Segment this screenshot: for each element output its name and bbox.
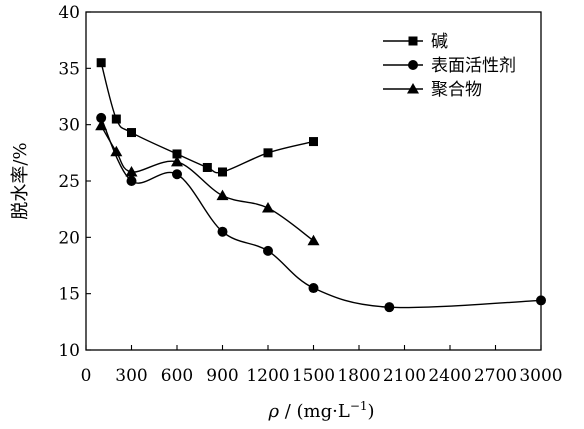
- data-point-surfactant: [263, 245, 273, 256]
- y-tick-label: 20: [58, 228, 80, 248]
- x-tick-label: 1200: [246, 366, 289, 386]
- series-layer: [95, 58, 546, 313]
- x-tick-label: 1500: [292, 366, 335, 386]
- data-point-alkali: [111, 114, 121, 124]
- y-tick-label: 40: [58, 3, 80, 23]
- x-tick-label: 600: [161, 366, 193, 386]
- x-axis-label-close: ): [368, 401, 375, 422]
- y-tick-label: 35: [58, 59, 80, 79]
- series-line-surfactant: [100, 117, 542, 309]
- data-point-polymer: [307, 234, 320, 246]
- axes-layer: 10 15 20 25 30 35 40 0 300 600 900 1200 1500 1800 2100…: [58, 3, 562, 386]
- x-tick-label: 2400: [428, 366, 471, 386]
- x-tick-label: 900: [206, 366, 238, 386]
- data-point-polymer: [262, 202, 274, 213]
- data-point-polymer: [95, 119, 108, 131]
- data-point-alkali: [127, 128, 136, 138]
- series-alkali: [96, 58, 318, 177]
- data-point-surfactant: [308, 283, 319, 294]
- legend-label-polymer: 聚合物: [431, 80, 482, 100]
- x-axis-label: ρ / (mg·L−1): [267, 399, 374, 422]
- data-point-alkali: [309, 137, 318, 147]
- y-tick-label: 30: [58, 116, 80, 136]
- data-point-alkali: [218, 167, 227, 177]
- data-point-surfactant: [126, 176, 137, 186]
- data-point-surfactant: [536, 295, 546, 306]
- x-tick-label: 2100: [383, 366, 426, 386]
- data-point-surfactant: [384, 302, 395, 313]
- x-tick-label: 300: [115, 366, 147, 386]
- data-point-polymer: [125, 165, 138, 177]
- x-axis-label-variable: ρ: [267, 401, 279, 422]
- data-point-polymer: [110, 145, 123, 157]
- x-tick-label: 2700: [474, 366, 517, 386]
- data-point-alkali: [96, 58, 106, 68]
- data-point-polymer: [171, 155, 183, 167]
- x-tick-label: 3000: [519, 366, 562, 386]
- data-point-alkali: [202, 162, 212, 172]
- data-point-alkali: [172, 149, 182, 159]
- y-tick-label: 10: [58, 341, 80, 361]
- legend-label-alkali: 碱: [431, 32, 448, 52]
- x-tick-label: 1800: [337, 366, 380, 386]
- series-polymer: [95, 119, 320, 246]
- legend-label-surfactant: 表面活性剂: [431, 56, 516, 76]
- data-point-surfactant: [217, 226, 228, 237]
- x-tick-label: 0: [81, 366, 92, 386]
- data-point-surfactant: [96, 112, 107, 123]
- legend-marker-surfactant: [408, 60, 418, 70]
- data-point-surfactant: [172, 169, 182, 180]
- y-tick-label: 15: [58, 285, 80, 305]
- series-surfactant: [96, 112, 546, 313]
- y-tick-label: 25: [58, 172, 80, 192]
- legend-marker-alkali: [408, 36, 418, 46]
- series-line-alkali: [100, 62, 314, 174]
- data-point-alkali: [263, 148, 273, 158]
- x-axis-label-unit: / (mg·L: [279, 401, 350, 422]
- y-axis-label: 脱水率/%: [10, 142, 31, 219]
- x-axis-label-superscript: −1: [350, 399, 368, 413]
- data-point-polymer: [216, 189, 229, 201]
- legend-marker-polymer: [407, 83, 419, 94]
